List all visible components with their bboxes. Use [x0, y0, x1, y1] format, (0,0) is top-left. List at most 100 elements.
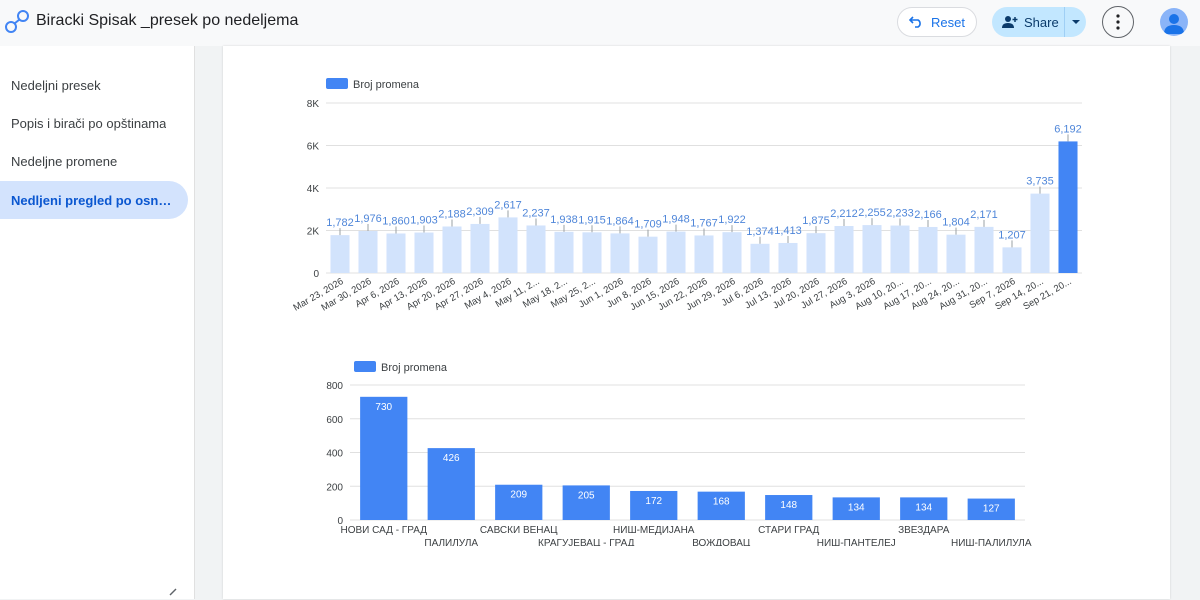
data-label: 2,309 — [466, 206, 494, 218]
bar — [442, 226, 462, 273]
bar — [358, 231, 378, 273]
bar — [666, 231, 686, 273]
bar — [1030, 193, 1050, 273]
data-label: 2,233 — [886, 208, 914, 220]
data-label: 1,860 — [382, 215, 410, 227]
data-label: 1,903 — [410, 215, 438, 227]
legend-label: Broj promena — [381, 362, 448, 374]
bar — [946, 234, 966, 273]
looker-studio-logo-icon — [5, 10, 29, 33]
bar — [834, 225, 854, 273]
bar — [778, 242, 798, 273]
bar — [554, 231, 574, 273]
x-tick-label: НИШ-ПАНТЕЛЕЈ — [817, 538, 896, 546]
legend-label: Broj promena — [353, 79, 420, 91]
data-label: 148 — [780, 500, 797, 511]
y-tick-label: 0 — [337, 516, 343, 527]
bar — [330, 235, 350, 273]
data-label: 1,709 — [634, 219, 662, 231]
data-label: 168 — [713, 497, 730, 508]
data-label: 2,617 — [494, 199, 522, 211]
x-tick-label: НИШ-МЕДИЈАНА — [613, 525, 695, 536]
bar — [360, 396, 408, 520]
top-bar: Biracki Spisak _presek po nedeljema Rese… — [0, 0, 1200, 46]
y-tick-label: 2K — [307, 227, 320, 238]
bar — [1002, 247, 1022, 273]
data-label: 1,767 — [690, 217, 718, 229]
nav-item-label: Nedeljni presek — [11, 77, 101, 93]
bar — [900, 497, 948, 520]
report-title: Biracki Spisak _presek po nedeljema — [36, 12, 299, 29]
report-page: Broj promena 0 2K 4K 6K 8K 1,782 Mar 23, 2026 1,… — [223, 46, 1170, 599]
data-label: 134 — [848, 502, 865, 513]
data-label: 1,864 — [606, 215, 634, 227]
bar — [495, 484, 543, 520]
add-person-icon — [1002, 16, 1018, 28]
data-label: 1,976 — [354, 213, 382, 225]
nav-item-nedeljne-promene[interactable]: Nedeljne promene — [0, 142, 188, 180]
bar — [427, 448, 475, 520]
bar — [765, 495, 813, 520]
reset-label: Reset — [931, 14, 965, 30]
data-label: 2,171 — [970, 209, 998, 221]
legend-swatch — [354, 361, 376, 372]
nav-item-nedljeni-pregled[interactable]: Nedljeni pregled po osnovu… — [0, 181, 188, 219]
bar — [832, 497, 880, 520]
y-tick-label: 200 — [326, 482, 343, 493]
data-label: 1,938 — [550, 214, 578, 226]
bar — [974, 226, 994, 273]
legend-swatch — [326, 78, 348, 89]
nav-item-nedeljni-presek[interactable]: Nedeljni presek — [0, 66, 188, 104]
y-tick-label: 8K — [307, 99, 320, 110]
data-label: 2,255 — [858, 207, 886, 219]
data-label: 205 — [578, 490, 595, 501]
data-label: 1,207 — [998, 229, 1026, 241]
bar — [862, 225, 882, 273]
data-label: 1,915 — [578, 214, 606, 226]
share-divider — [1064, 7, 1065, 37]
x-tick-label: ПАЛИЛУЛА — [424, 538, 478, 546]
bar — [967, 498, 1015, 520]
account-avatar[interactable] — [1160, 8, 1188, 36]
nav-item-label: Popis i birači po opštinama — [11, 115, 167, 131]
data-label: 172 — [645, 496, 662, 507]
bar — [806, 233, 826, 273]
data-label: 730 — [375, 402, 392, 413]
undo-icon — [909, 16, 921, 28]
more-vert-icon — [1116, 14, 1120, 30]
y-tick-label: 6K — [307, 142, 320, 153]
municipality-changes-bar-chart: Broj promena 0 200 400 600 800 730 НОВИ САД - Г… — [326, 361, 1032, 546]
bar — [414, 232, 434, 273]
bar — [630, 490, 678, 520]
x-tick-label: ВОЖДОВАЦ — [692, 538, 751, 546]
collapse-sidebar-icon[interactable] — [168, 586, 178, 600]
data-label: 134 — [915, 502, 932, 513]
nav-item-label: Nedeljne promene — [11, 153, 118, 169]
nav-item-label: Nedljeni pregled po osnovu… — [11, 192, 176, 208]
person-icon — [1164, 14, 1184, 34]
data-label: 2,166 — [914, 209, 942, 221]
bar — [1058, 141, 1078, 273]
bar — [498, 217, 518, 273]
data-label: 127 — [983, 504, 1000, 515]
reset-button[interactable]: Reset — [897, 7, 977, 37]
bar — [918, 226, 938, 273]
nav-item-popis-i-biraci[interactable]: Popis i birači po opštinama — [0, 104, 188, 142]
share-button[interactable]: Share — [992, 15, 1064, 30]
data-label: 1,804 — [942, 217, 970, 229]
data-label: 6,192 — [1054, 123, 1082, 135]
share-label: Share — [1024, 14, 1059, 30]
bar — [890, 225, 910, 273]
data-label: 1,875 — [802, 215, 830, 227]
bar — [694, 235, 714, 273]
share-button-group: Share — [992, 7, 1086, 37]
data-label: 1,374 — [746, 226, 774, 238]
share-dropdown-button[interactable] — [1065, 19, 1086, 25]
data-label: 3,735 — [1026, 176, 1054, 188]
bar — [610, 233, 630, 273]
data-label: 1,782 — [326, 217, 354, 229]
x-tick-label: НИШ-ПАЛИЛУЛА — [951, 538, 1032, 546]
y-tick-label: 800 — [326, 381, 343, 392]
more-options-button[interactable] — [1102, 6, 1134, 38]
